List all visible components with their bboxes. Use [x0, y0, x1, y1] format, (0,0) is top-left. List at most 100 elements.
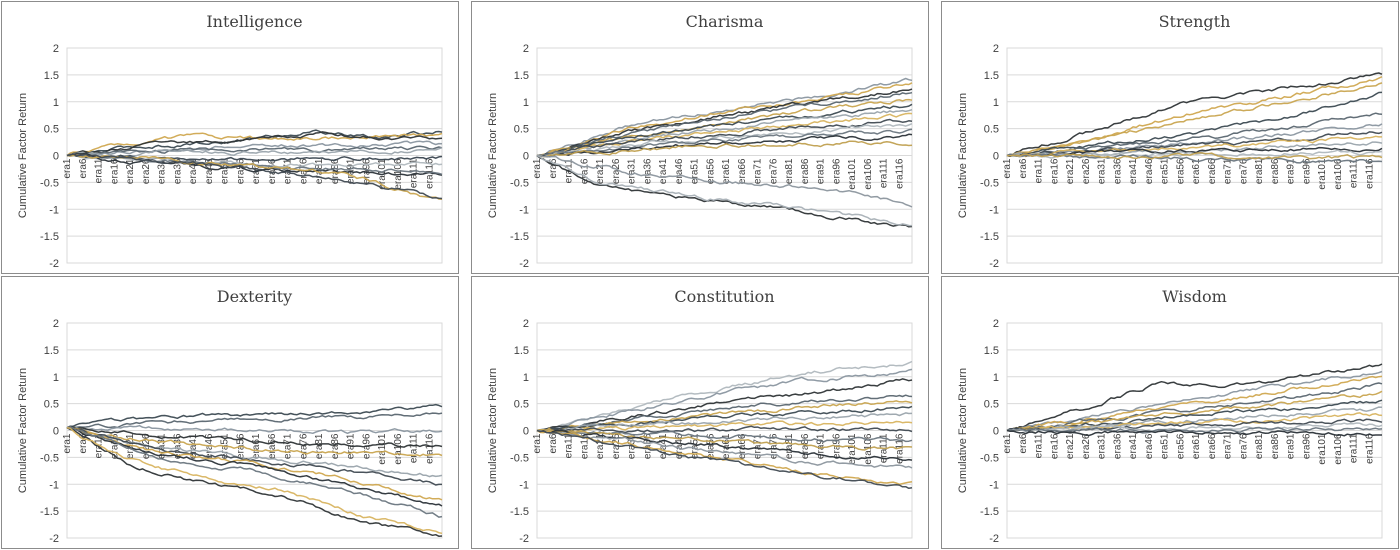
x-tick-label: era26 [141, 158, 152, 184]
y-tick-label: 1.5 [984, 70, 999, 82]
x-tick-label: era51 [1160, 433, 1171, 459]
series-line [536, 88, 913, 158]
chart-panel-dexterity: Dexterity Cumulative Factor Return 2 1.5 1 0.… [1, 276, 459, 549]
x-tick-label: era91 [1286, 433, 1297, 459]
y-tick-label: -1.5 [40, 506, 59, 518]
series-line [536, 360, 913, 432]
y-tick-label: -0.5 [510, 177, 529, 189]
x-tick-label: era56 [1175, 158, 1186, 184]
x-tick-label: era26 [1081, 158, 1092, 184]
x-tick-label: era1 [62, 433, 73, 453]
series-line [536, 378, 913, 433]
series-line [1006, 72, 1383, 157]
y-tick-label: 0.5 [984, 124, 999, 136]
x-tick-label: era101 [1317, 158, 1328, 190]
y-tick-label: -1.5 [510, 231, 529, 243]
series-line [66, 427, 443, 501]
x-tick-label: era31 [157, 433, 168, 459]
series-line [1006, 76, 1383, 157]
series-line [1006, 123, 1383, 157]
x-tick-label: era81 [784, 158, 795, 184]
x-tick-label: era76 [1238, 158, 1249, 184]
x-tick-label: era111 [409, 433, 420, 463]
series-line [66, 412, 443, 429]
chart-svg: Strength Cumulative Factor Return 2 1.5 1 0.5… [957, 12, 1383, 270]
series-line [536, 77, 913, 157]
x-tick-label: era16 [579, 433, 590, 459]
x-tick-label: era36 [642, 433, 653, 459]
y-tick-label: 1.5 [44, 345, 59, 357]
x-tick-label: era106 [393, 158, 404, 190]
x-tick-label: era86 [1270, 433, 1281, 459]
x-tick-label: era51 [220, 158, 231, 184]
x-tick-label: era21 [595, 433, 606, 459]
x-tick-label: era16 [1049, 158, 1060, 184]
x-tick-label: era46 [674, 433, 685, 459]
series-line [536, 429, 913, 461]
y-tick-label: 0 [523, 151, 529, 163]
x-tick-label: era41 [1128, 433, 1139, 459]
y-tick-label: 1.5 [514, 70, 529, 82]
x-tick-label: era81 [314, 433, 325, 459]
series-line [66, 427, 443, 537]
series-line [1006, 382, 1383, 432]
y-tick-label: -2 [49, 533, 59, 545]
series-line [1006, 151, 1383, 160]
series-line [66, 145, 443, 158]
y-tick-label: -1 [519, 479, 529, 491]
series-line [536, 112, 913, 157]
x-tick-label: era106 [1333, 158, 1344, 190]
x-tick-label: era81 [1254, 433, 1265, 459]
series-line [1006, 363, 1383, 432]
chart-title: Constitution [674, 287, 774, 306]
x-tick-label: era21 [595, 158, 606, 184]
x-tick-label: era76 [1238, 433, 1249, 459]
x-tick-label: era66 [737, 433, 748, 459]
y-tick-label: -1.5 [40, 231, 59, 243]
y-tick-label: -1.5 [980, 506, 999, 518]
series-line [1006, 426, 1383, 434]
y-tick-label: -2 [519, 258, 529, 270]
x-tick-label: era76 [298, 433, 309, 459]
chart-panel-intelligence: Intelligence Cumulative Factor Return 2 1.5… [1, 1, 459, 274]
y-tick-label: 1 [53, 372, 59, 384]
x-tick-label: era71 [1223, 158, 1234, 184]
x-tick-label: era111 [879, 158, 890, 188]
y-tick-label: -1 [49, 204, 59, 216]
chart-title: Wisdom [1162, 287, 1227, 306]
y-tick-label: 0 [53, 151, 59, 163]
x-tick-label: era1 [62, 158, 73, 178]
x-tick-label: era11 [94, 158, 105, 183]
x-tick-label: era96 [1301, 433, 1312, 459]
x-tick-label: era111 [1349, 433, 1360, 463]
x-tick-label: era101 [847, 433, 858, 465]
y-tick-label: -0.5 [510, 452, 529, 464]
series-line [66, 403, 443, 429]
x-tick-label: era46 [204, 158, 215, 184]
x-tick-label: era36 [172, 158, 183, 184]
x-tick-label: era11 [1034, 158, 1045, 183]
chart-title: Strength [1159, 12, 1231, 31]
x-tick-label: era51 [1160, 158, 1171, 184]
y-tick-label: 0.5 [44, 399, 59, 411]
x-tick-label: era76 [768, 158, 779, 184]
chart-svg: Wisdom Cumulative Factor Return 2 1.5 1 0.5 0 -… [957, 287, 1383, 545]
x-tick-label: era91 [1286, 158, 1297, 184]
x-tick-label: era111 [1349, 158, 1360, 188]
series-line [66, 426, 442, 486]
x-tick-label: era41 [1128, 158, 1139, 184]
y-tick-label: 0 [53, 426, 59, 438]
y-tick-label: 2 [53, 43, 59, 55]
y-tick-label: -0.5 [40, 452, 59, 464]
x-tick-label: era116 [1364, 433, 1375, 464]
y-axis-label: Cumulative Factor Return [487, 93, 499, 218]
y-tick-label: 1 [523, 372, 529, 384]
series-line [536, 123, 913, 158]
y-axis-label: Cumulative Factor Return [487, 368, 499, 493]
y-tick-label: 0 [993, 426, 999, 438]
y-tick-label: 0.5 [514, 124, 529, 136]
y-tick-label: -2 [989, 258, 999, 270]
x-tick-label: era16 [1049, 433, 1060, 459]
x-tick-label: era101 [847, 158, 858, 190]
x-tick-label: era66 [737, 158, 748, 184]
